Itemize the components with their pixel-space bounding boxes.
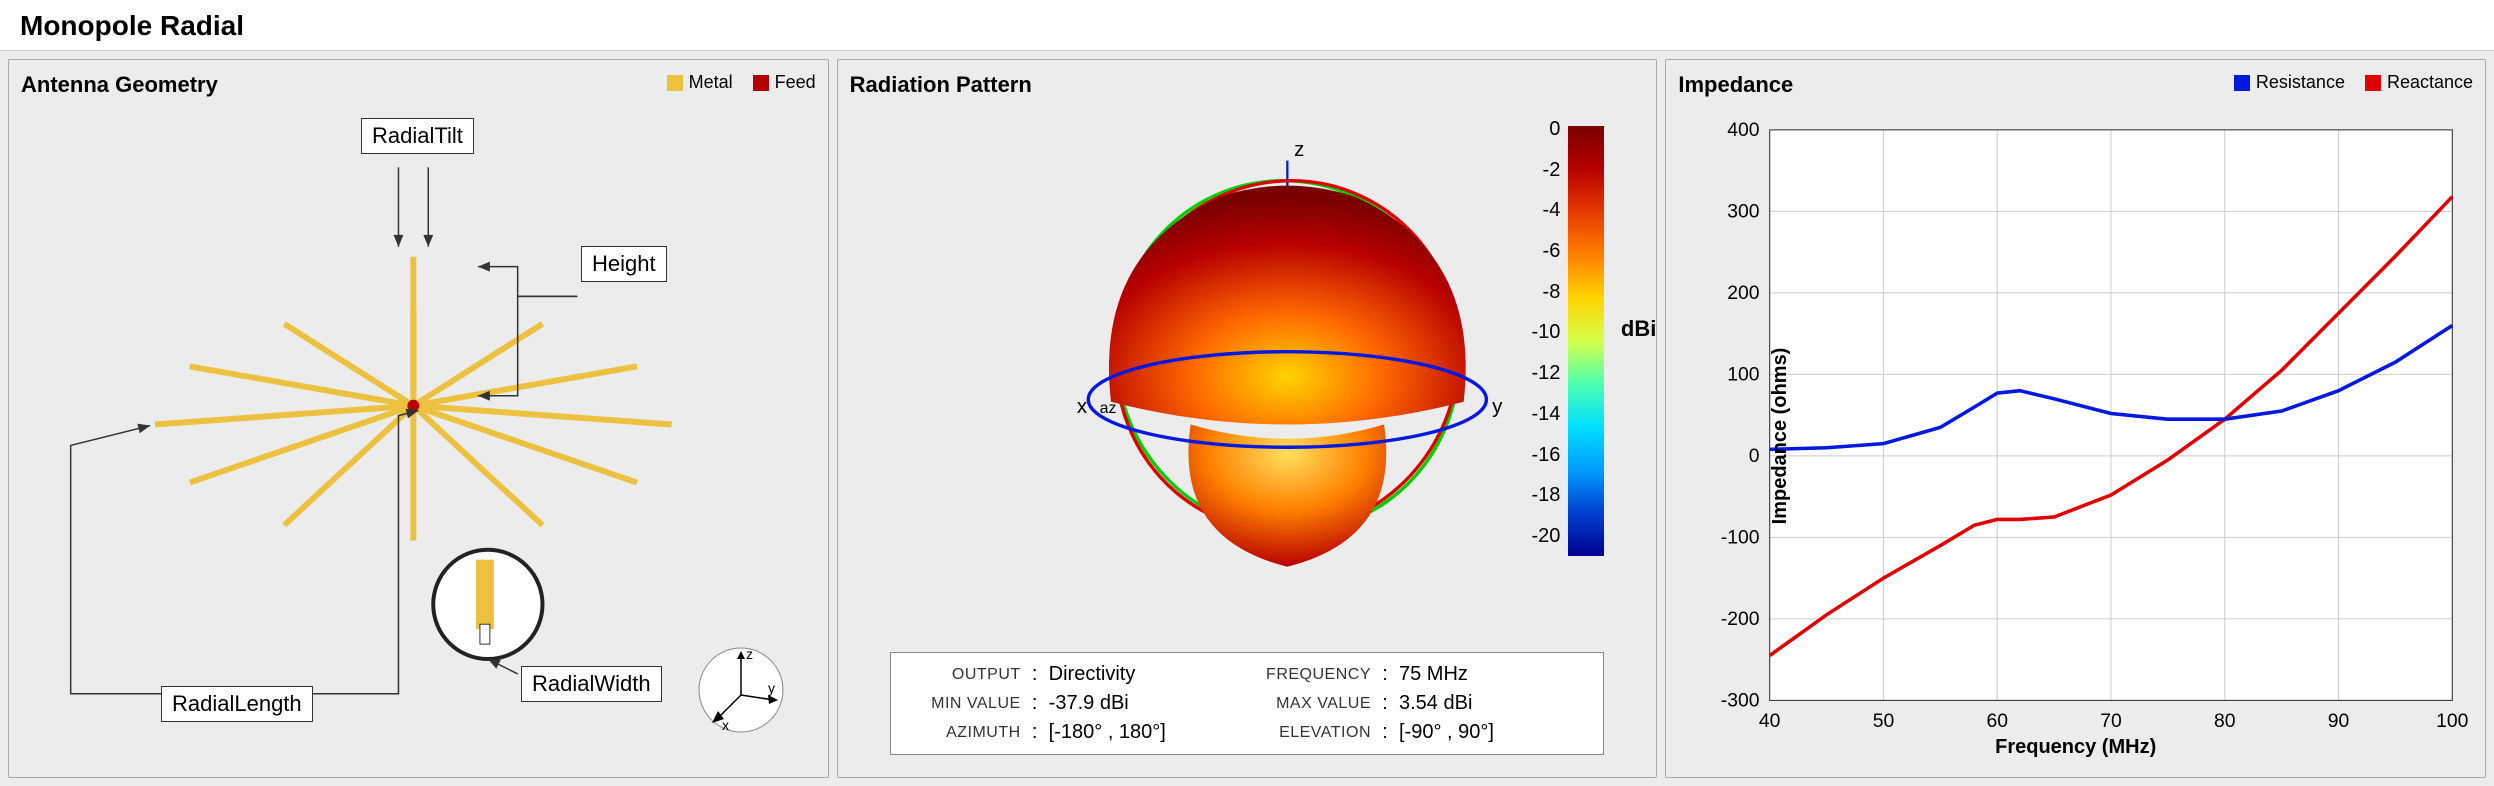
- svg-text:az: az: [1099, 400, 1116, 417]
- svg-text:0: 0: [1749, 445, 1760, 467]
- legend-label-metal: Metal: [689, 72, 733, 93]
- radiation-svg: z xaz y: [890, 106, 1685, 652]
- impedance-panel: Impedance Resistance Reactance Impedance…: [1665, 59, 2486, 778]
- legend-label-feed: Feed: [775, 72, 816, 93]
- svg-text:y: y: [1492, 395, 1503, 418]
- radiation-panel: Radiation Pattern z xaz y 0-2-4-6-8-10-12-…: [837, 59, 1658, 778]
- info-azimuth-label: AZIMUTH: [911, 724, 1021, 742]
- svg-text:y: y: [768, 680, 775, 696]
- svg-text:40: 40: [1759, 710, 1781, 732]
- svg-text:100: 100: [2436, 710, 2468, 732]
- svg-text:70: 70: [2101, 710, 2123, 732]
- legend-item-reactance: Reactance: [2365, 72, 2473, 93]
- svg-text:-200: -200: [1721, 608, 1760, 630]
- svg-text:400: 400: [1728, 119, 1760, 141]
- svg-text:90: 90: [2328, 710, 2350, 732]
- radiation-title: Radiation Pattern: [850, 72, 1032, 98]
- svg-text:80: 80: [2214, 710, 2236, 732]
- radiation-info-box: OUTPUT:Directivity FREQUENCY:75 MHz MIN …: [890, 652, 1605, 755]
- colorbar-ticks: 0-2-4-6-8-10-12-14-16-18-20: [1531, 118, 1560, 548]
- impedance-xlabel: Frequency (MHz): [1995, 736, 2156, 759]
- reactance-swatch: [2365, 75, 2381, 91]
- svg-text:-300: -300: [1721, 690, 1760, 712]
- legend-label-resistance: Resistance: [2256, 72, 2345, 93]
- impedance-svg: 40 50 60 70 80 90 100 -300 -200 -100 0 100 200 300 400: [1678, 106, 2473, 765]
- annotation-radial-length: RadialLength: [161, 686, 313, 722]
- info-max: 3.54 dBi: [1399, 692, 1583, 715]
- annotation-height: Height: [581, 246, 667, 282]
- colorbar-unit: dBi: [1621, 316, 1656, 342]
- page-title: Monopole Radial: [0, 0, 2494, 51]
- impedance-title: Impedance: [1678, 72, 1793, 98]
- info-output: Directivity: [1049, 663, 1233, 686]
- info-azimuth: [-180° , 180°]: [1049, 721, 1233, 744]
- radiation-canvas: zxazy 0-2-4-6-8-10-12-14-16-18-20 dBi: [850, 106, 1645, 652]
- impedance-ylabel: Impedance (ohms): [1769, 347, 1792, 524]
- svg-text:z: z: [746, 646, 753, 662]
- svg-text:50: 50: [1873, 710, 1895, 732]
- info-elevation-label: ELEVATION: [1241, 724, 1371, 742]
- info-max-label: MAX VALUE: [1241, 695, 1371, 713]
- info-min: -37.9 dBi: [1049, 692, 1233, 715]
- colorbar: [1568, 126, 1604, 556]
- info-min-label: MIN VALUE: [911, 695, 1021, 713]
- info-frequency: 75 MHz: [1399, 663, 1583, 686]
- legend-label-reactance: Reactance: [2387, 72, 2473, 93]
- annotation-radial-width: RadialWidth: [521, 666, 662, 702]
- panels-container: Antenna Geometry Metal Feed RadialTilt H…: [0, 51, 2494, 786]
- info-elevation: [-90° , 90°]: [1399, 721, 1583, 744]
- geometry-panel: Antenna Geometry Metal Feed RadialTilt H…: [8, 59, 829, 778]
- legend-item-feed: Feed: [753, 72, 816, 93]
- geometry-legend: Metal Feed: [667, 72, 816, 93]
- svg-text:x: x: [722, 717, 729, 733]
- svg-text:x: x: [1077, 395, 1088, 418]
- geometry-title: Antenna Geometry: [21, 72, 218, 98]
- annotation-radial-tilt: RadialTilt: [361, 118, 474, 154]
- legend-item-metal: Metal: [667, 72, 733, 93]
- legend-item-resistance: Resistance: [2234, 72, 2345, 93]
- svg-text:300: 300: [1728, 200, 1760, 222]
- resistance-swatch: [2234, 75, 2250, 91]
- svg-text:200: 200: [1728, 282, 1760, 304]
- svg-text:100: 100: [1728, 363, 1760, 385]
- info-frequency-label: FREQUENCY: [1241, 666, 1371, 684]
- axis-compass: z y x: [696, 645, 786, 735]
- svg-text:60: 60: [1987, 710, 2009, 732]
- geometry-canvas: RadialTilt Height RadialLength RadialWid…: [21, 106, 816, 765]
- feed-swatch: [753, 75, 769, 91]
- svg-text:-100: -100: [1721, 526, 1760, 548]
- metal-swatch: [667, 75, 683, 91]
- info-output-label: OUTPUT: [911, 666, 1021, 684]
- impedance-legend: Resistance Reactance: [2234, 72, 2473, 93]
- impedance-canvas: Impedance (ohms) 40 50 60 70 80 90 100 -300 -200…: [1678, 106, 2473, 765]
- svg-text:z: z: [1294, 138, 1304, 161]
